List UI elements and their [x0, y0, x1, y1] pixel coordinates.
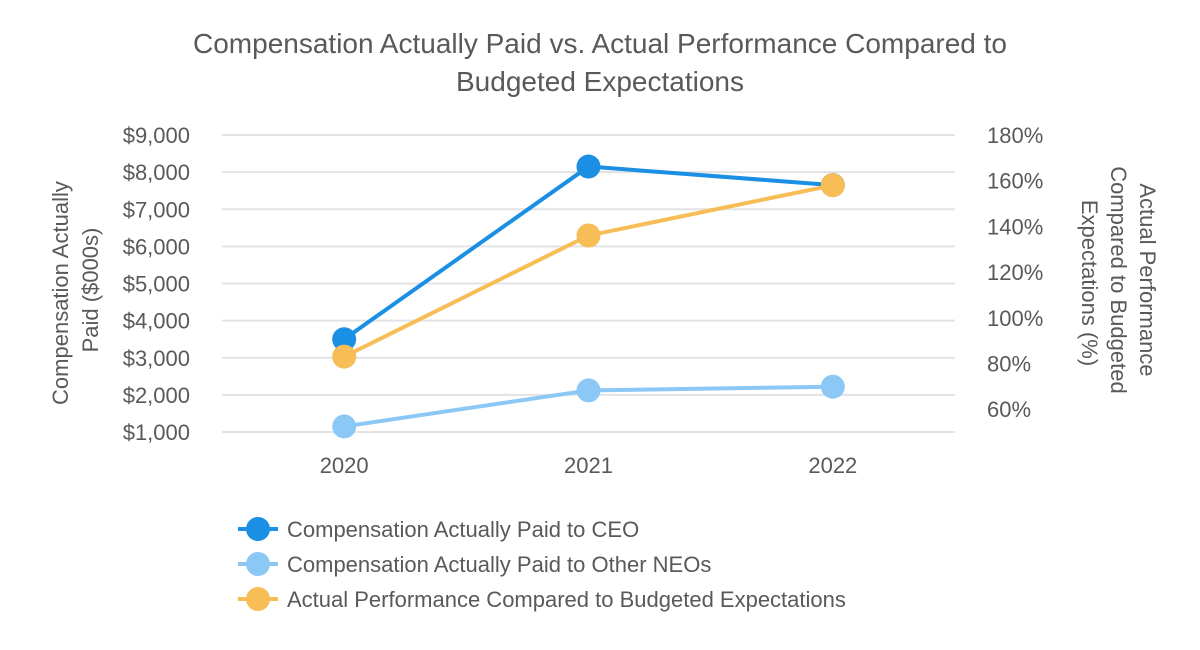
legend-label: Compensation Actually Paid to Other NEOs — [287, 552, 711, 577]
left-tick-label: $2,000 — [123, 383, 190, 408]
data-point — [332, 344, 357, 369]
x-tick-label: 2022 — [808, 453, 857, 478]
data-point — [332, 414, 357, 439]
x-axis-ticks: 2020 2021 2022 — [320, 453, 858, 478]
series-1 — [332, 154, 845, 352]
chart-title-line-1: Compensation Actually Paid vs. Actual Pe… — [193, 28, 1007, 59]
series-2 — [332, 374, 845, 439]
legend-marker — [246, 517, 270, 541]
left-tick-label: $8,000 — [123, 160, 190, 185]
left-axis-title: Compensation Actually Paid ($000s) — [48, 175, 103, 405]
data-point — [576, 154, 601, 179]
series-3 — [332, 173, 845, 369]
left-tick-label: $3,000 — [123, 346, 190, 371]
data-point — [820, 374, 845, 399]
x-tick-label: 2020 — [320, 453, 369, 478]
right-tick-label: 160% — [987, 169, 1043, 194]
series-line — [343, 183, 834, 359]
legend-item: Actual Performance Compared to Budgeted … — [238, 587, 846, 612]
left-axis-ticks: $1,000 $2,000 $3,000 $4,000 $5,000 $6,000 $7,0… — [123, 123, 190, 445]
data-point — [576, 223, 601, 248]
series-layer — [332, 154, 845, 439]
legend-item: Compensation Actually Paid to Other NEOs — [238, 552, 711, 577]
left-tick-label: $9,000 — [123, 123, 190, 148]
left-axis-title-line-1: Compensation Actually — [48, 181, 73, 405]
data-point — [576, 378, 601, 403]
right-tick-label: 180% — [987, 123, 1043, 148]
legend-marker — [246, 587, 270, 611]
left-tick-label: $1,000 — [123, 420, 190, 445]
left-tick-label: $6,000 — [123, 234, 190, 259]
legend-label: Compensation Actually Paid to CEO — [287, 517, 639, 542]
left-axis-title-line-2: Paid ($000s) — [78, 228, 103, 353]
left-tick-label: $7,000 — [123, 197, 190, 222]
chart-title-line-2: Budgeted Expectations — [456, 66, 744, 97]
right-axis-ticks: 60% 80% 100% 120% 140% 160% 180% — [987, 123, 1043, 422]
right-axis-title-line-2: Compared to Budgeted — [1106, 166, 1131, 394]
left-tick-label: $4,000 — [123, 309, 190, 334]
legend-item: Compensation Actually Paid to CEO — [238, 517, 639, 542]
right-axis-title: Actual Performance Compared to Budgeted … — [1077, 166, 1160, 400]
right-axis-title-line-3: Expectations (%) — [1077, 200, 1102, 366]
legend-label: Actual Performance Compared to Budgeted … — [287, 587, 846, 612]
right-tick-label: 100% — [987, 306, 1043, 331]
legend-marker — [246, 552, 270, 576]
right-tick-label: 80% — [987, 351, 1031, 376]
x-tick-label: 2021 — [564, 453, 613, 478]
right-tick-label: 60% — [987, 397, 1031, 422]
right-tick-label: 120% — [987, 260, 1043, 285]
data-point — [820, 173, 845, 198]
right-axis-title-line-1: Actual Performance — [1135, 183, 1160, 376]
data-point — [332, 327, 357, 352]
series-line — [343, 164, 833, 341]
legend: Compensation Actually Paid to CEO Compens… — [238, 517, 846, 612]
right-tick-label: 140% — [987, 214, 1043, 239]
left-tick-label: $5,000 — [123, 272, 190, 297]
